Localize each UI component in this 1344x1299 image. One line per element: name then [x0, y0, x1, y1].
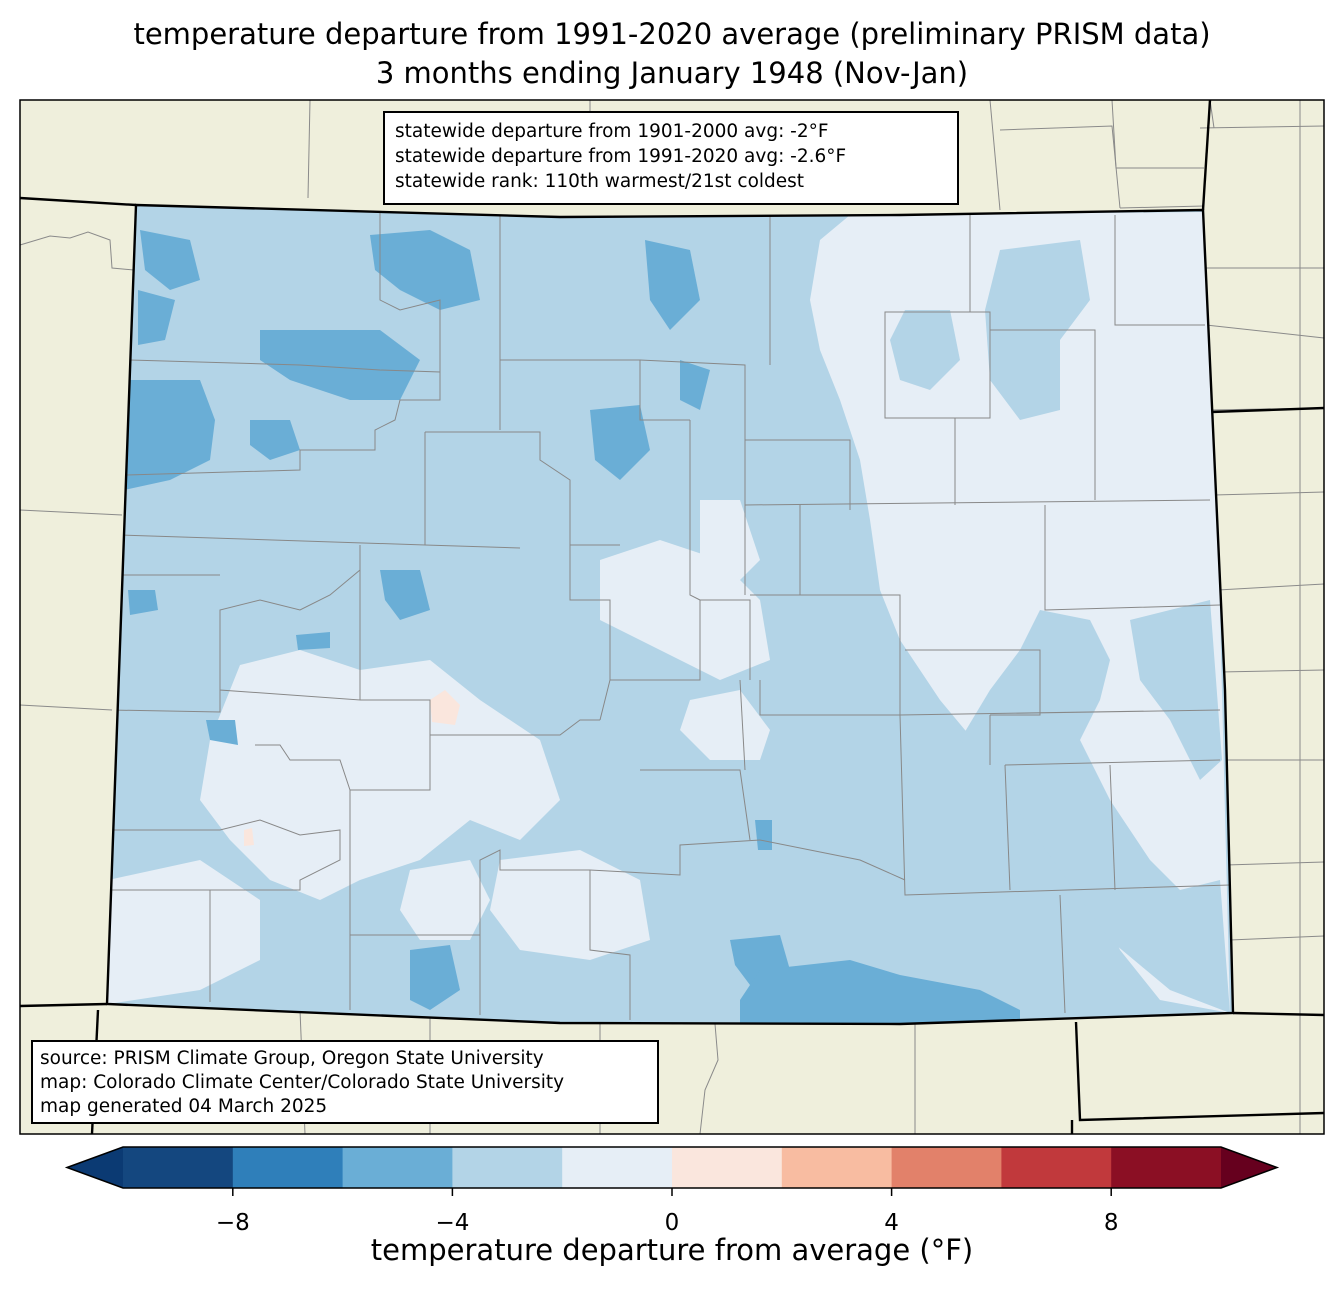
colorbar-tick-label: −4	[435, 1210, 469, 1236]
colorado-border	[105, 203, 1235, 1026]
source-attribution-box: source: PRISM Climate Group, Oregon Stat…	[31, 1040, 659, 1124]
stats-rank: statewide rank: 110th warmest/21st colde…	[395, 171, 805, 192]
colorbar-bin	[452, 1147, 563, 1188]
map-frame	[19, 99, 1325, 1135]
map-credit-line: map: Colorado Climate Center/Colorado St…	[40, 1072, 565, 1093]
colorbar-extension-low	[67, 1147, 123, 1188]
anomaly-shading	[108, 212, 1230, 1024]
colorbar-tick-label: 0	[665, 1210, 680, 1236]
colorbar-bin	[123, 1147, 234, 1188]
map-title: temperature departure from 1991-2020 ave…	[133, 17, 1211, 51]
colorbar: −8 −4 0 4 8	[64, 1146, 1280, 1236]
stats-departure-1991-2020: statewide departure from 1991-2020 avg: …	[395, 146, 847, 167]
stats-departure-1901-2000: statewide departure from 1901-2000 avg: …	[395, 121, 829, 142]
statewide-stats-box: statewide departure from 1901-2000 avg: …	[383, 111, 959, 205]
colorbar-bin	[1001, 1147, 1112, 1188]
colorbar-tick-label: 4	[884, 1210, 899, 1236]
colorbar-outline	[64, 1146, 1280, 1189]
source-line: source: PRISM Climate Group, Oregon Stat…	[40, 1048, 544, 1069]
county-lines	[108, 210, 1231, 1020]
colorbar-tick-label: −8	[216, 1210, 250, 1236]
generated-date-line: map generated 04 March 2025	[40, 1096, 328, 1117]
colorbar-label: temperature departure from average (°F)	[370, 1233, 974, 1267]
colorbar-bin	[891, 1147, 1002, 1188]
colorbar-bin	[672, 1147, 783, 1188]
colorbar-tick-label: 8	[1104, 1210, 1119, 1236]
colorbar-bin	[342, 1147, 453, 1188]
colorbar-extension-high	[1221, 1147, 1277, 1188]
colorbar-bin	[781, 1147, 893, 1188]
colorbar-bin	[562, 1147, 673, 1188]
colorbar-bin	[1111, 1147, 1222, 1188]
map-subtitle: 3 months ending January 1948 (Nov-Jan)	[375, 56, 969, 90]
colorbar-bin	[232, 1147, 344, 1188]
